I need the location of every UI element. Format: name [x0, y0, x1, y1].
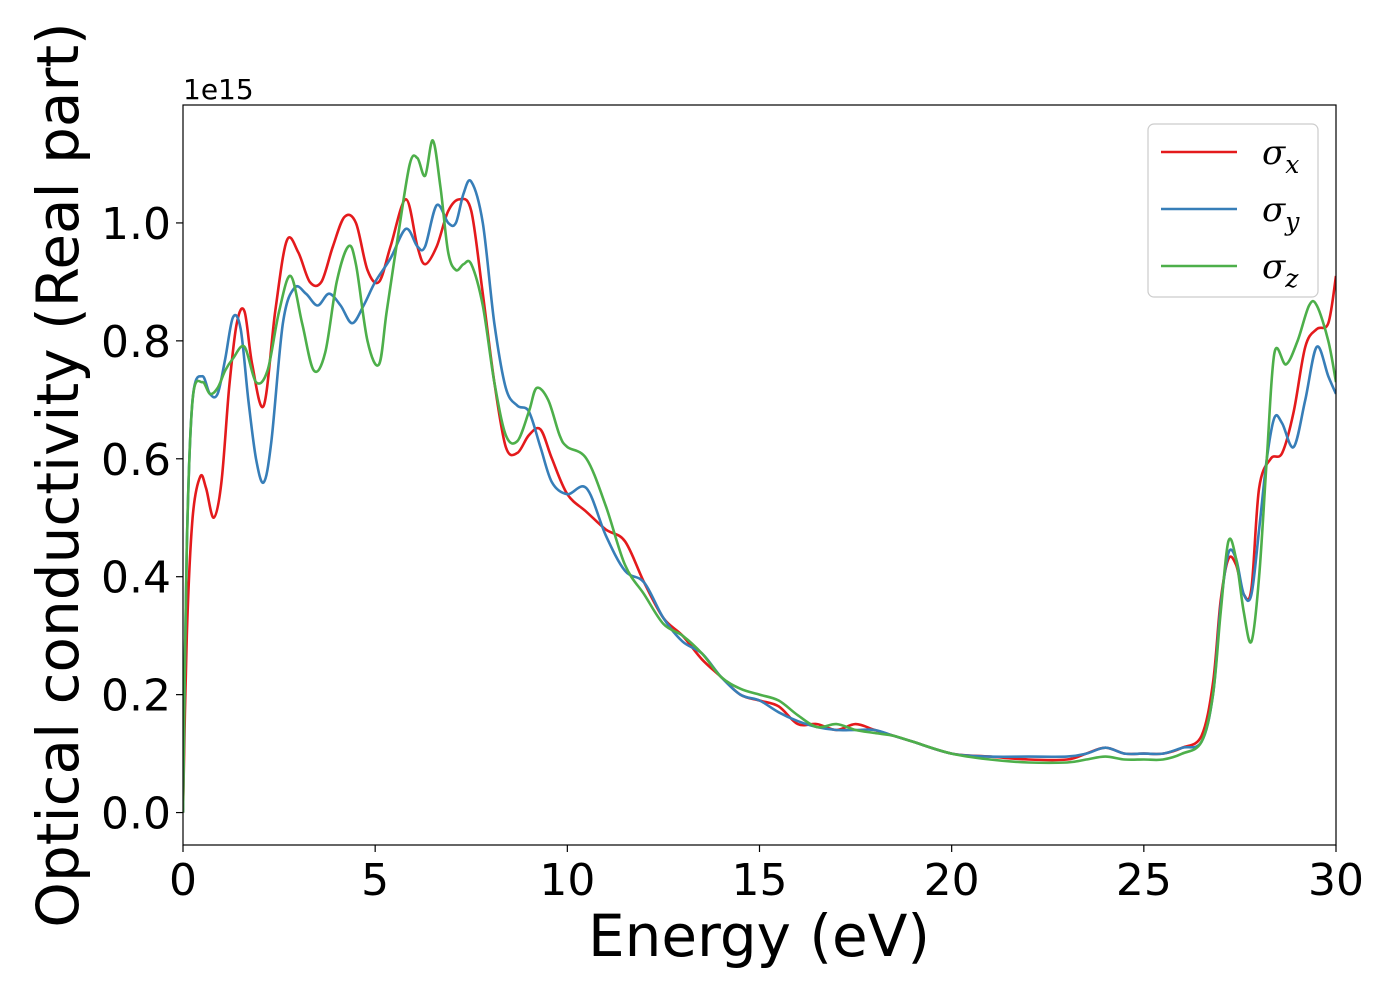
y-axis-ticks: 0.0 0.2 0.4 0.6 0.8 1.0 — [101, 199, 183, 840]
legend: σx σy σz — [1147, 123, 1319, 298]
y-tick-label: 0.4 — [101, 553, 171, 604]
y-offset-text: 1e15 — [183, 73, 254, 106]
x-axis-ticks: 0 5 10 15 20 25 30 — [169, 845, 1364, 906]
plot-area — [183, 105, 1336, 845]
series-line-x — [183, 197, 1336, 813]
series-line-z — [183, 139, 1336, 813]
x-tick-label: 0 — [169, 855, 197, 906]
x-axis-title: Energy (eV) — [588, 902, 930, 970]
y-tick-label: 0.0 — [101, 789, 171, 840]
y-axis-title: Optical conductivity (Real part) — [24, 22, 92, 927]
x-tick-label: 20 — [924, 855, 980, 906]
y-tick-label: 0.6 — [101, 435, 171, 486]
x-tick-label: 10 — [539, 855, 595, 906]
y-tick-label: 0.8 — [101, 317, 171, 368]
x-tick-label: 25 — [1116, 855, 1172, 906]
series-layer — [183, 139, 1336, 813]
legend-label-y: σy — [1262, 190, 1300, 236]
legend-label-z: σz — [1262, 247, 1299, 293]
y-tick-label: 0.2 — [101, 671, 171, 722]
x-tick-label: 30 — [1308, 855, 1364, 906]
legend-box — [1147, 123, 1319, 298]
legend-label-x: σx — [1262, 133, 1299, 179]
y-tick-label: 1.0 — [101, 199, 171, 250]
x-tick-label: 15 — [732, 855, 788, 906]
x-tick-label: 5 — [361, 855, 389, 906]
